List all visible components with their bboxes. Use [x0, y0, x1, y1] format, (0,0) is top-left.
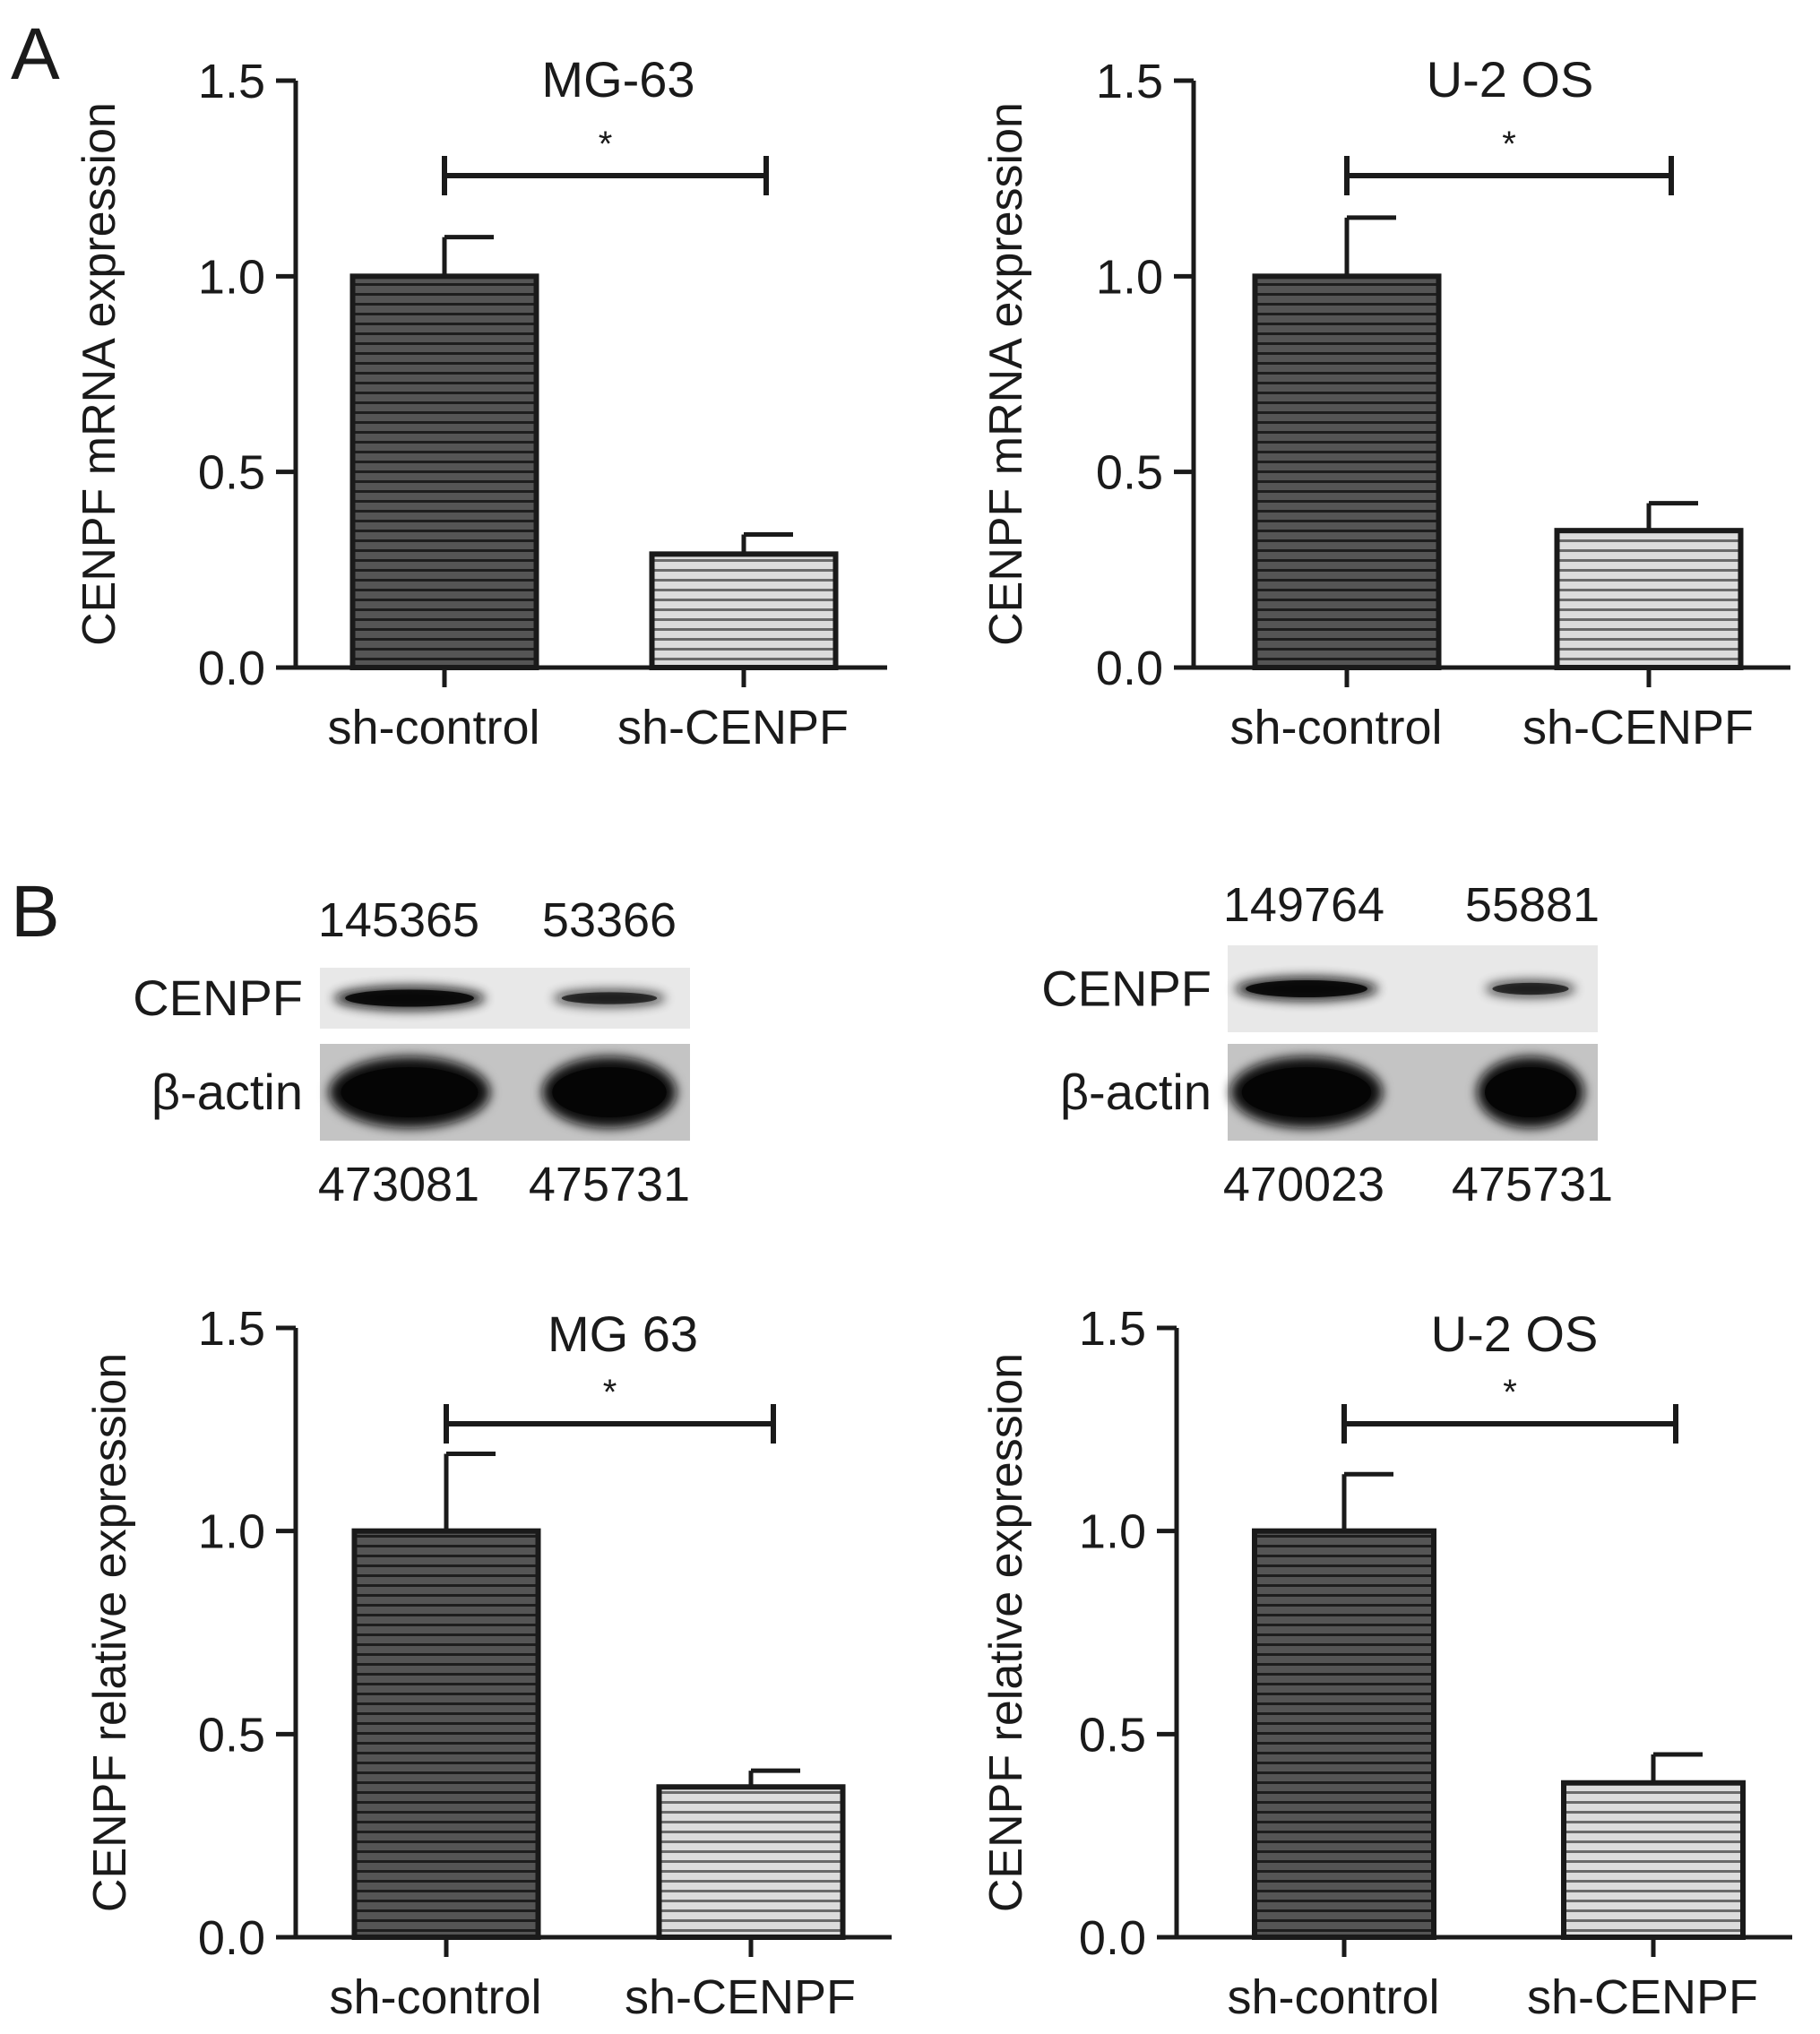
densitometry-value-top: 53366	[542, 893, 677, 947]
y-tick-label: 1.0	[198, 250, 265, 304]
x-tick-label: sh-control	[1229, 701, 1442, 754]
y-tick-label: 0.5	[198, 1708, 265, 1762]
x-tick-label: sh-CENPF	[617, 701, 849, 754]
significance-marker: *	[1503, 1373, 1517, 1412]
blot-band-core	[561, 992, 658, 1004]
y-tick-label: 0.5	[1079, 1708, 1146, 1762]
y-tick-label: 1.5	[198, 55, 265, 108]
densitometry-value-bottom: 473081	[318, 1158, 479, 1211]
densitometry-value-bottom: 475731	[1452, 1158, 1613, 1211]
blot-row-label: β-actin	[1060, 1064, 1212, 1120]
blot-band-core	[1246, 979, 1367, 998]
y-axis-label: CENPF mRNA expression	[980, 102, 1032, 646]
x-tick-label: sh-CENPF	[1522, 701, 1754, 754]
blot-row-label: β-actin	[151, 1064, 303, 1120]
chart-title: U-2 OS	[1427, 51, 1594, 108]
chart-u2os-protein: 0.0 0.5 1.0 1.5 CENPF relative expression U-2…	[980, 1302, 1792, 2024]
y-tick-label: 1.0	[198, 1505, 265, 1559]
blot-band-core	[1492, 982, 1569, 995]
chart-title: MG-63	[541, 51, 694, 108]
blot-row-label: CENPF	[133, 970, 303, 1026]
x-tick-label: sh-control	[327, 701, 539, 754]
densitometry-value-top: 55881	[1465, 878, 1600, 932]
blot-band-core	[341, 1067, 479, 1117]
y-tick-label: 1.5	[1079, 1302, 1146, 1356]
y-tick-label: 0.5	[1096, 446, 1163, 500]
x-tick-label: sh-CENPF	[625, 1970, 856, 2024]
densitometry-value-bottom: 470023	[1223, 1158, 1384, 1211]
y-tick-label: 0.0	[198, 1911, 265, 1965]
y-tick-label: 0.0	[1079, 1911, 1146, 1965]
bar-sh-control	[1252, 273, 1442, 670]
bar-sh-control	[1252, 1528, 1436, 1940]
densitometry-value-bottom: 475731	[529, 1158, 690, 1211]
blot-band-core	[345, 989, 474, 1007]
panel-label-b: B	[11, 871, 60, 952]
chart-title: MG 63	[548, 1306, 698, 1362]
chart-u2os-mrna: 0.0 0.5 1.0 1.5 CENPF mRNA expression U-2 OS s…	[980, 51, 1790, 754]
significance-marker: *	[599, 125, 613, 164]
chart-mg63-mrna: 0.0 0.5 1.0 1.5 CENPF mRNA expression MG-63 sh…	[73, 51, 887, 754]
chart-title: U-2 OS	[1431, 1306, 1599, 1362]
x-tick-label: sh-control	[1227, 1970, 1439, 2024]
bar-sh-control	[349, 273, 539, 670]
x-tick-label: sh-CENPF	[1527, 1970, 1758, 2024]
bar-sh-CENPF	[656, 1784, 846, 1941]
significance-marker: *	[603, 1373, 617, 1412]
y-tick-label: 1.0	[1096, 250, 1163, 304]
panel-label-a: A	[11, 13, 60, 95]
y-tick-label: 0.0	[1096, 642, 1163, 695]
y-tick-label: 0.5	[198, 446, 265, 500]
blot-row-label: CENPF	[1041, 961, 1212, 1017]
significance-marker: *	[1502, 125, 1516, 164]
densitometry-value-top: 145365	[318, 893, 479, 947]
y-axis-label: CENPF mRNA expression	[73, 102, 125, 646]
densitometry-value-top: 149764	[1223, 878, 1384, 932]
y-tick-label: 0.0	[198, 642, 265, 695]
chart-mg63-protein: 0.0 0.5 1.0 1.5 CENPF relative expression MG …	[84, 1302, 892, 2024]
y-tick-label: 1.5	[198, 1302, 265, 1356]
y-tick-label: 1.5	[1096, 55, 1163, 108]
bar-sh-CENPF	[649, 551, 839, 670]
y-tick-label: 1.0	[1079, 1505, 1146, 1559]
x-tick-label: sh-control	[329, 1970, 541, 2024]
blot-band-core	[1241, 1067, 1372, 1117]
y-axis-label: CENPF relative expression	[84, 1353, 136, 1912]
bar-sh-CENPF	[1554, 528, 1744, 671]
y-axis-label: CENPF relative expression	[980, 1353, 1032, 1912]
western-blot-mg63: 145365 53366 CENPF β-actin 473081 475731	[133, 893, 690, 1211]
blot-band-core	[552, 1067, 667, 1117]
bar-sh-control	[351, 1528, 541, 1940]
blot-band-core	[1485, 1067, 1576, 1117]
bar-sh-CENPF	[1561, 1780, 1746, 1940]
